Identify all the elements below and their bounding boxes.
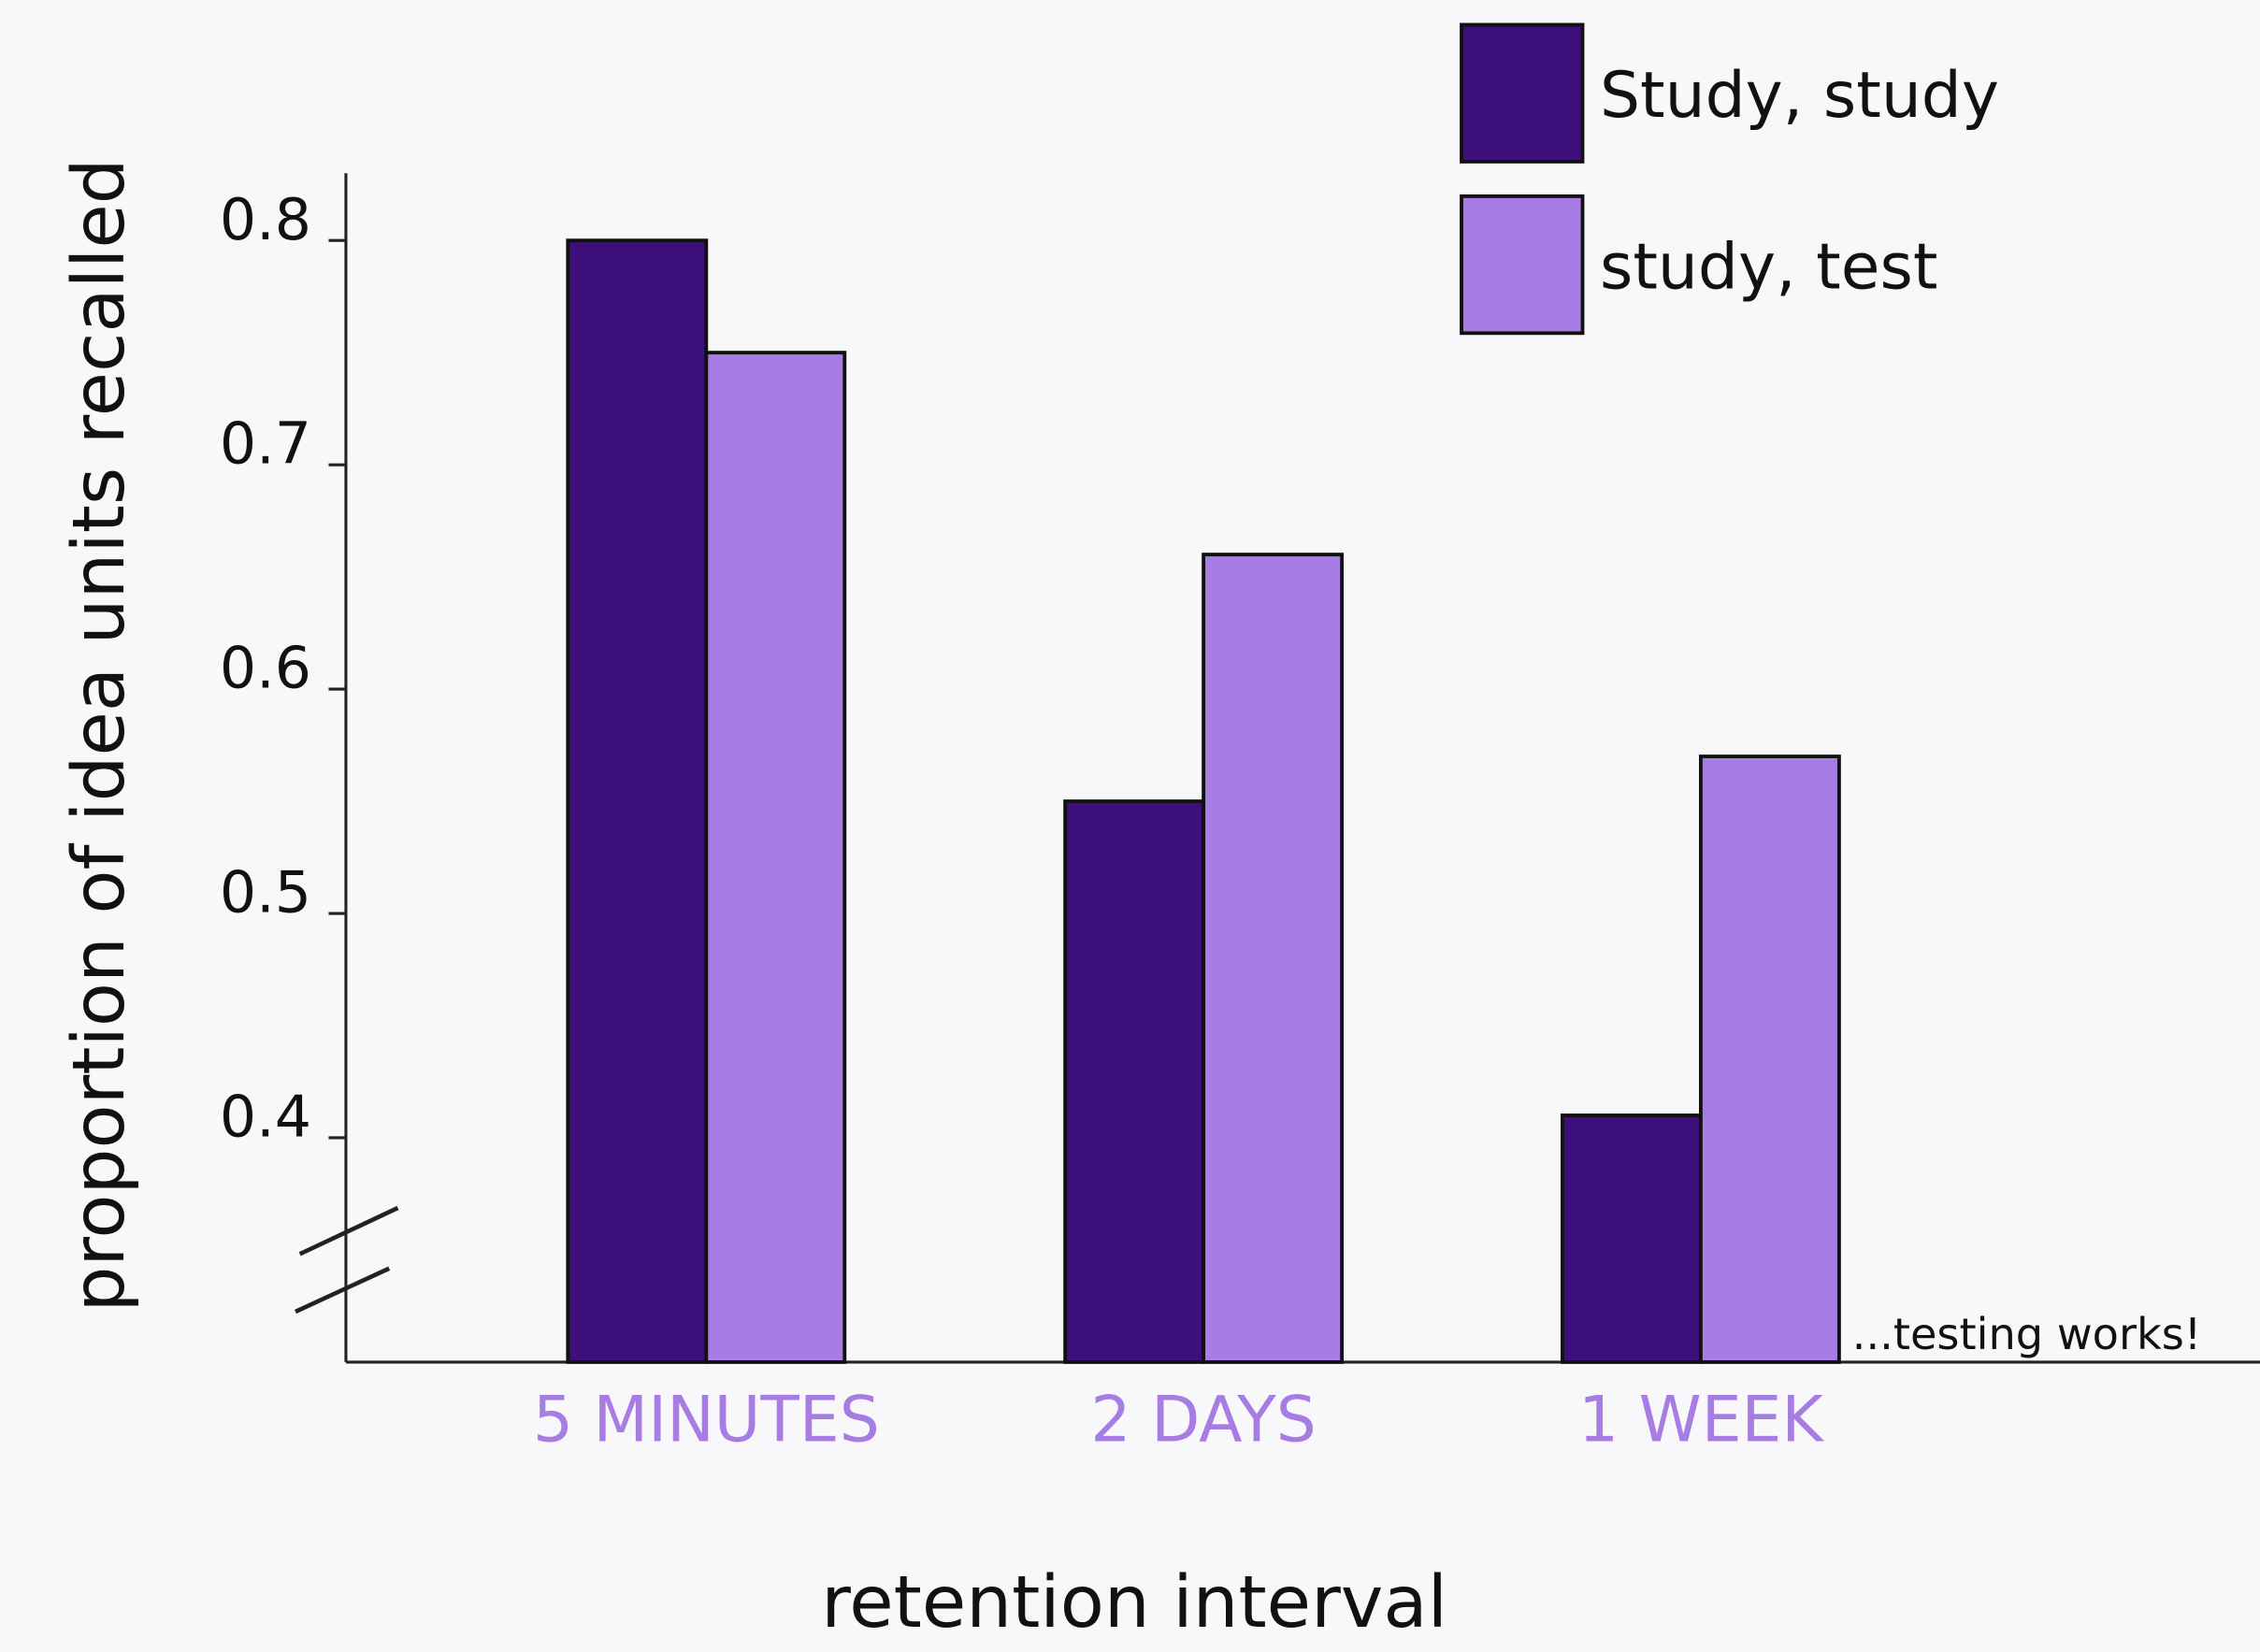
bar — [1561, 1113, 1703, 1364]
y-tick-label: 0.6 — [220, 635, 311, 702]
bar — [566, 238, 709, 1364]
annotation: ...testing works! — [1852, 1309, 2202, 1359]
bar — [1698, 754, 1841, 1364]
y-tick-label: 0.4 — [220, 1084, 311, 1151]
legend-label: Study, study — [1600, 58, 1999, 132]
axis-break — [298, 1205, 399, 1257]
bar — [1063, 799, 1206, 1364]
legend-swatch — [1460, 22, 1585, 164]
legend-swatch — [1460, 194, 1585, 336]
y-tick-label: 0.5 — [220, 859, 311, 927]
bar — [1202, 553, 1345, 1364]
axis-break — [295, 1266, 391, 1314]
y-tick-label: 0.7 — [220, 410, 311, 478]
bar — [704, 351, 847, 1364]
y-axis-title: proportion of idea units recalled — [57, 158, 141, 1312]
y-tick-label: 0.8 — [220, 186, 311, 253]
x-tick-label: 1 WEEK — [1578, 1383, 1824, 1457]
x-axis-title: retention interval — [821, 1560, 1447, 1645]
x-tick-label: 2 DAYS — [1090, 1383, 1316, 1457]
legend-label: study, test — [1600, 230, 1937, 304]
x-tick-label: 5 MINUTES — [533, 1383, 880, 1457]
